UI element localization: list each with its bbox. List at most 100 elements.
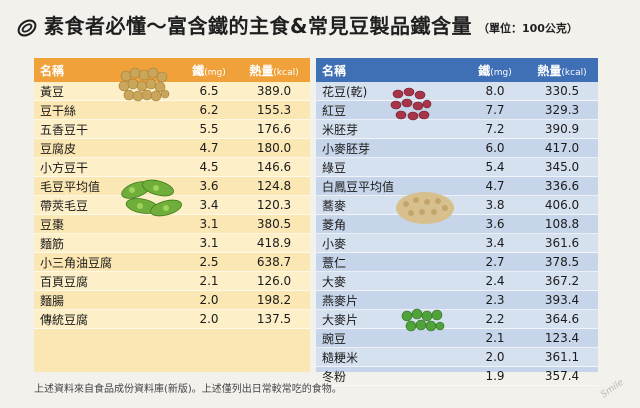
table-row: 紅豆 7.7 329.3 — [316, 101, 598, 120]
table-row: 糙粳米 2.0 361.1 — [316, 348, 598, 367]
food-name: 大麥 — [322, 274, 347, 289]
kcal-value: 378.5 — [544, 255, 580, 269]
iron-value: 7.2 — [485, 122, 505, 136]
food-name: 豆干絲 — [40, 103, 77, 118]
food-name: 薏仁 — [322, 255, 347, 270]
iron-value: 2.3 — [485, 293, 505, 307]
header-name: 名稱 — [322, 63, 347, 78]
left-table-body: 黃豆 6.5 389.0 豆干絲 6.2 155.3 五香豆干 5.5 176.6 豆腐皮 4.7 1… — [34, 82, 310, 329]
food-name: 米胚芽 — [322, 122, 359, 137]
kcal-value: 123.4 — [544, 331, 580, 345]
iron-value: 4.7 — [485, 179, 505, 193]
food-name: 小三角油豆腐 — [40, 255, 113, 270]
iron-value: 7.7 — [485, 103, 505, 117]
table-row: 毛豆平均值 3.6 124.8 — [34, 177, 310, 196]
kcal-value: 120.3 — [256, 198, 292, 212]
page-title: 素食者必懂～富含鐵的主食&常見豆製品鐵含量 — [44, 14, 472, 38]
iron-value: 6.0 — [485, 141, 505, 155]
table-row: 麵筋 3.1 418.9 — [34, 234, 310, 253]
iron-value: 5.5 — [199, 122, 219, 136]
table-row: 米胚芽 7.2 390.9 — [316, 120, 598, 139]
table-row: 豌豆 2.1 123.4 — [316, 329, 598, 348]
table-row: 白鳳豆平均值 4.7 336.6 — [316, 177, 598, 196]
iron-value: 2.1 — [199, 274, 219, 288]
table-row: 燕麥片 2.3 393.4 — [316, 291, 598, 310]
food-name: 小方豆干 — [40, 160, 89, 175]
header-name: 名稱 — [40, 63, 65, 78]
iron-value: 2.0 — [199, 312, 219, 326]
kcal-value: 357.4 — [544, 369, 580, 383]
red-beans-image — [390, 87, 432, 121]
kcal-value: 137.5 — [256, 312, 292, 326]
kcal-value: 389.0 — [256, 84, 292, 98]
food-name: 五香豆干 — [40, 122, 89, 137]
table-row: 小三角油豆腐 2.5 638.7 — [34, 253, 310, 272]
kcal-value: 417.0 — [544, 141, 580, 155]
food-name: 糙粳米 — [322, 350, 359, 365]
paperclip-icon — [17, 19, 37, 37]
iron-value: 4.5 — [199, 160, 219, 174]
food-name: 豆腐皮 — [40, 141, 77, 156]
right-table-header: 名稱 鐵(mg) 熱量(kcal) — [316, 58, 598, 82]
food-name: 豆棗 — [40, 217, 65, 232]
unit-note: （單位：100公克） — [477, 22, 578, 35]
table-row: 冬粉 1.9 357.4 — [316, 367, 598, 386]
kcal-value: 126.0 — [256, 274, 292, 288]
iron-value: 2.0 — [199, 293, 219, 307]
food-name: 百頁豆腐 — [40, 274, 89, 289]
soybeans-image — [118, 67, 170, 102]
left-table-header: 名稱 鐵(mg) 熱量(kcal) — [34, 58, 310, 82]
kcal-value: 336.6 — [544, 179, 580, 193]
kcal-value: 393.4 — [544, 293, 580, 307]
kcal-value: 406.0 — [544, 198, 580, 212]
food-name: 大麥片 — [322, 312, 359, 327]
header-iron: 鐵(mg) — [478, 63, 512, 78]
iron-value: 2.5 — [199, 255, 219, 269]
table-row: 麵腸 2.0 198.2 — [34, 291, 310, 310]
table-row: 豆棗 3.1 380.5 — [34, 215, 310, 234]
food-name: 蕎麥 — [322, 198, 347, 213]
kcal-value: 180.0 — [256, 141, 292, 155]
kcal-value: 361.1 — [544, 350, 580, 364]
food-name: 花豆(乾) — [322, 84, 368, 99]
kcal-value: 124.8 — [256, 179, 292, 193]
kcal-value: 155.3 — [256, 103, 292, 117]
kcal-value: 198.2 — [256, 293, 292, 307]
header-kcal: 熱量(kcal) — [249, 63, 299, 78]
right-table: 名稱 鐵(mg) 熱量(kcal) 花豆(乾) 8.0 330.5 紅豆 7.7 329.… — [316, 58, 598, 386]
table-row: 小方豆干 4.5 146.6 — [34, 158, 310, 177]
kcal-value: 176.6 — [256, 122, 292, 136]
food-name: 毛豆平均值 — [40, 179, 101, 194]
iron-value: 8.0 — [485, 84, 505, 98]
food-name: 燕麥片 — [322, 293, 359, 308]
peas-image — [401, 308, 445, 332]
kcal-value: 638.7 — [256, 255, 292, 269]
table-row: 黃豆 6.5 389.0 — [34, 82, 310, 101]
iron-value: 2.2 — [485, 312, 505, 326]
food-name: 豌豆 — [322, 331, 347, 346]
kcal-value: 146.6 — [256, 160, 292, 174]
kcal-value: 330.5 — [544, 84, 580, 98]
table-row: 五香豆干 5.5 176.6 — [34, 120, 310, 139]
left-table: 名稱 鐵(mg) 熱量(kcal) 黃豆 6.5 389.0 豆干絲 6.2 155.3 五… — [34, 58, 310, 372]
kcal-value: 367.2 — [544, 274, 580, 288]
food-name: 麵腸 — [40, 293, 65, 308]
iron-value: 3.4 — [199, 198, 219, 212]
header-iron: 鐵(mg) — [192, 63, 226, 78]
table-row: 綠豆 5.4 345.0 — [316, 158, 598, 177]
iron-value: 3.4 — [485, 236, 505, 250]
iron-value: 2.0 — [485, 350, 505, 364]
food-name: 紅豆 — [322, 103, 347, 118]
title-bar: 素食者必懂～富含鐵的主食&常見豆製品鐵含量 （單位：100公克） — [16, 9, 578, 39]
table-row: 傳統豆腐 2.0 137.5 — [34, 310, 310, 329]
food-name: 小麥胚芽 — [322, 141, 371, 156]
table-row: 大麥 2.4 367.2 — [316, 272, 598, 291]
table-row: 菱角 3.6 108.8 — [316, 215, 598, 234]
table-row: 蕎麥 3.8 406.0 — [316, 196, 598, 215]
table-row: 大麥片 2.2 364.6 — [316, 310, 598, 329]
table-row: 小麥胚芽 6.0 417.0 — [316, 139, 598, 158]
food-name: 菱角 — [322, 217, 347, 232]
iron-value: 3.1 — [199, 217, 219, 231]
table-row: 百頁豆腐 2.1 126.0 — [34, 272, 310, 291]
food-name: 冬粉 — [322, 369, 347, 384]
